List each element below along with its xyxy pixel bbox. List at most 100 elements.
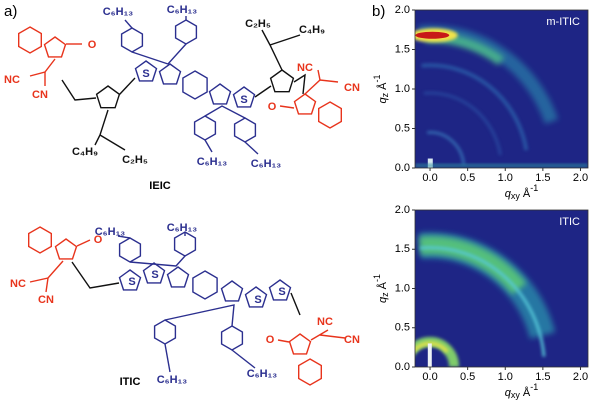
bond — [310, 329, 329, 341]
atom-label: C₂H₅ — [122, 154, 148, 166]
bond — [304, 79, 339, 95]
ring — [142, 262, 166, 284]
atom-label: S — [151, 269, 158, 281]
ring — [28, 226, 52, 254]
ring — [18, 26, 42, 54]
y-tick-label: 1.0 — [395, 83, 410, 95]
bond — [290, 292, 301, 316]
x-tick-label: 1.0 — [498, 172, 513, 184]
y-tick-label: 2.0 — [395, 4, 410, 16]
axis-unit: Å — [523, 187, 531, 200]
scattering-ring — [419, 246, 546, 357]
y-tick-label: 0.5 — [395, 122, 410, 134]
atom-label: O — [88, 39, 97, 51]
ring — [118, 237, 142, 263]
ring — [220, 325, 244, 351]
ring — [288, 333, 312, 355]
plot-title: ITIC — [559, 216, 580, 228]
beam-stop — [427, 343, 432, 367]
atom-label: O — [266, 334, 275, 346]
y-tick-label: 1.5 — [395, 43, 410, 55]
axis-exponent: -1 — [530, 183, 538, 193]
plot-title: m-ITIC — [546, 16, 580, 28]
bond — [29, 58, 56, 77]
atom-label: C₂H₅ — [245, 18, 271, 30]
atom-label: NC — [317, 316, 333, 328]
bond — [76, 239, 91, 247]
atom-label: CN — [32, 89, 48, 101]
bond — [94, 109, 109, 146]
ring — [298, 358, 322, 386]
ring — [120, 27, 144, 53]
bond — [45, 277, 49, 293]
x-tick-label: 1.5 — [535, 172, 550, 184]
atom-label: C₆H₁₃ — [95, 226, 126, 238]
ring — [244, 286, 268, 308]
axis-label: qzÅ-1 — [372, 75, 390, 104]
y-tick-label: 0.0 — [395, 361, 410, 373]
atom-label: S — [278, 286, 285, 298]
atom-label: NC — [4, 74, 20, 86]
peak — [415, 31, 450, 39]
axis-subscript: xy — [511, 191, 521, 201]
atom-label: C₆H₁₃ — [197, 156, 228, 168]
bond — [61, 79, 97, 101]
heatmap — [415, 10, 588, 168]
bond — [204, 105, 246, 119]
atom-label: C₆H₁₃ — [157, 374, 188, 386]
atom-label: C₄H₉ — [72, 146, 98, 158]
axis-label: qzÅ-1 — [372, 274, 390, 303]
bond — [254, 85, 272, 98]
x-tick-label: 2.0 — [573, 172, 588, 184]
bond — [279, 105, 295, 109]
x-tick-label: 1.5 — [535, 371, 550, 383]
atom-label: C₆H₁₃ — [103, 6, 134, 18]
atom-label: NC — [10, 278, 26, 290]
ring — [174, 19, 198, 45]
axis-unit: Å — [376, 82, 389, 90]
bond — [164, 304, 235, 327]
heatmap — [415, 210, 588, 367]
axis-label: qxy Å-1 — [505, 382, 538, 400]
scattering-ring — [419, 236, 527, 295]
axis-subscript: z — [380, 92, 390, 97]
bond — [124, 19, 133, 29]
molecule-name: ITIC — [120, 376, 141, 388]
x-tick-label: 1.0 — [498, 371, 513, 383]
x-tick-label: 0.0 — [422, 371, 437, 383]
bond — [231, 349, 256, 369]
panel-label: b) — [372, 3, 385, 20]
molecule-name: IEIC — [149, 180, 170, 192]
sub-band — [415, 164, 588, 168]
y-tick-label: 1.5 — [395, 243, 410, 255]
axis-unit: Å — [523, 386, 531, 399]
ring — [268, 279, 292, 301]
beam-stop — [427, 158, 433, 168]
axis-exponent: -1 — [530, 382, 538, 392]
axis-symbol: q — [505, 188, 512, 200]
atom-label: C₆H₁₃ — [167, 222, 198, 234]
x-tick-label: 0.5 — [460, 371, 475, 383]
bond — [277, 339, 290, 343]
ring — [293, 93, 317, 115]
ring — [220, 280, 244, 302]
ring — [43, 36, 67, 58]
axis-symbol: q — [377, 96, 389, 103]
bond — [129, 255, 186, 267]
x-tick-label: 0.0 — [422, 172, 437, 184]
bond — [269, 34, 301, 46]
atom-label: S — [254, 294, 261, 306]
y-tick-label: 1.0 — [395, 282, 410, 294]
x-tick-label: 2.0 — [573, 371, 588, 383]
axis-symbol: q — [377, 296, 389, 303]
bond — [204, 139, 213, 153]
bond — [244, 141, 259, 155]
y-tick-label: 2.0 — [395, 204, 410, 216]
atom-label: C₆H₁₃ — [167, 4, 198, 16]
ring — [233, 117, 257, 143]
bond — [131, 43, 187, 65]
bond — [71, 261, 120, 289]
scattering-ring — [421, 63, 529, 151]
